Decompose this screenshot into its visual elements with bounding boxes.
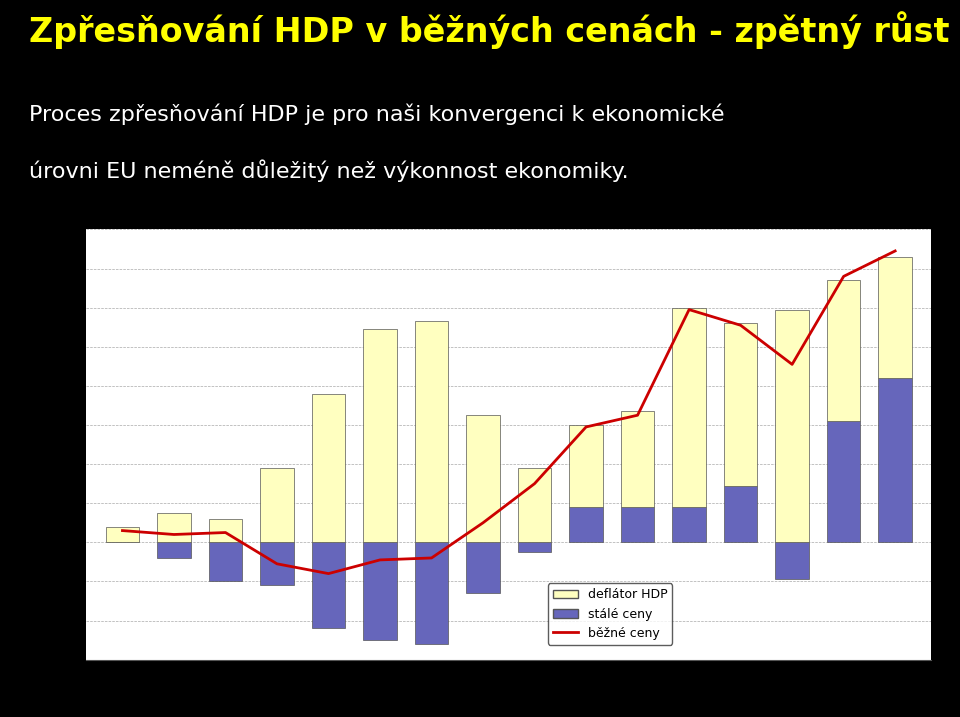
Text: úrovni EU neméně důležitý než výkonnost ekonomiky.: úrovni EU neméně důležitý než výkonnost … (29, 159, 629, 182)
Text: Zpřesňování HDP v běžných cenách - zpětný růst: Zpřesňování HDP v běžných cenách - zpětn… (29, 11, 949, 49)
Bar (208, 542, 242, 581)
Bar (157, 513, 191, 542)
Bar (724, 323, 757, 485)
Legend: deflátor HDP, stálé ceny, běžné ceny: deflátor HDP, stálé ceny, běžné ceny (548, 584, 673, 645)
Bar (157, 542, 191, 558)
Bar (569, 425, 603, 507)
Bar (827, 280, 860, 421)
Bar (415, 542, 448, 644)
Bar (208, 519, 242, 542)
Bar (878, 257, 912, 378)
Bar (363, 542, 396, 640)
Text: Proces zpřesňování HDP je pro naši konvergenci k ekonomické: Proces zpřesňování HDP je pro naši konve… (29, 103, 724, 125)
X-axis label: Počet čtvrtletí od publikace prvního odhadu: Počet čtvrtletí od publikace prvního odh… (372, 686, 645, 699)
Bar (776, 542, 809, 579)
Bar (569, 507, 603, 542)
Bar (672, 507, 706, 542)
Bar (672, 308, 706, 507)
Bar (827, 421, 860, 542)
Bar (312, 542, 346, 628)
Bar (878, 378, 912, 542)
Bar (517, 468, 551, 542)
Bar (260, 542, 294, 585)
Bar (467, 415, 500, 542)
Bar (776, 310, 809, 542)
Bar (363, 329, 396, 542)
Bar (724, 485, 757, 542)
Bar (260, 468, 294, 542)
Bar (312, 394, 346, 542)
Bar (621, 412, 655, 507)
Bar (415, 321, 448, 542)
Title: Kumulovaná střední hodnota zpřesnění HDP v běžných cenách: Kumulovaná střední hodnota zpřesnění HDP… (291, 209, 727, 224)
Bar (517, 542, 551, 552)
Bar (467, 542, 500, 593)
Bar (106, 527, 139, 542)
Bar (621, 507, 655, 542)
